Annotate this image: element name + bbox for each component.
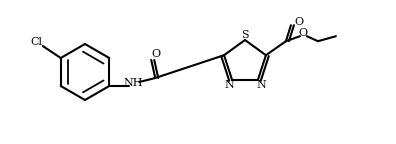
Text: O: O [152, 49, 161, 59]
Text: N: N [224, 80, 234, 90]
Text: N: N [256, 80, 266, 90]
Text: S: S [241, 30, 249, 40]
Text: O: O [298, 28, 307, 38]
Text: Cl: Cl [31, 37, 43, 47]
Text: NH: NH [124, 78, 143, 88]
Text: O: O [294, 17, 303, 27]
